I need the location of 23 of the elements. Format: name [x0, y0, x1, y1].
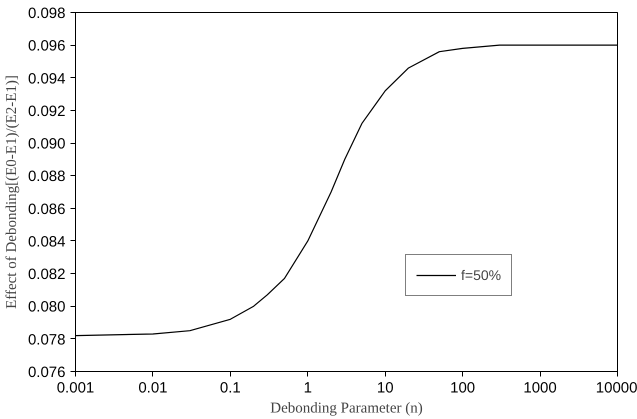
y-tick-label: 0.092	[28, 102, 66, 120]
y-tick-label: 0.078	[28, 331, 66, 348]
x-tick-label: 1	[304, 380, 312, 396]
y-axis-title: Effect of Debonding[(E0-E1)/(E2-E1)]	[4, 75, 20, 309]
y-tick-label: 0.098	[28, 5, 66, 22]
x-tick-label: 0.001	[56, 380, 94, 396]
y-tick-label: 0.084	[28, 233, 66, 250]
y-tick-label: 0.082	[28, 266, 66, 284]
y-tick-label: 0.076	[28, 364, 66, 381]
x-tick-label: 10000	[596, 380, 637, 396]
y-tick-label: 0.080	[28, 298, 66, 316]
x-tick-label: 0.1	[220, 380, 241, 396]
y-tick-label: 0.088	[28, 168, 66, 186]
y-tick-label: 0.090	[28, 136, 66, 153]
x-tick-label: 10	[376, 380, 394, 396]
legend-label: f=50%	[461, 267, 502, 283]
y-tick-label: 0.096	[28, 38, 66, 55]
x-tick-label: 100	[450, 380, 476, 396]
x-axis-title: Debonding Parameter (n)	[270, 400, 423, 416]
x-tick-label: 0.01	[138, 380, 168, 396]
x-tick-label: 1000	[523, 380, 557, 396]
y-tick-label: 0.094	[28, 70, 66, 88]
y-tick-label: 0.086	[28, 200, 66, 218]
